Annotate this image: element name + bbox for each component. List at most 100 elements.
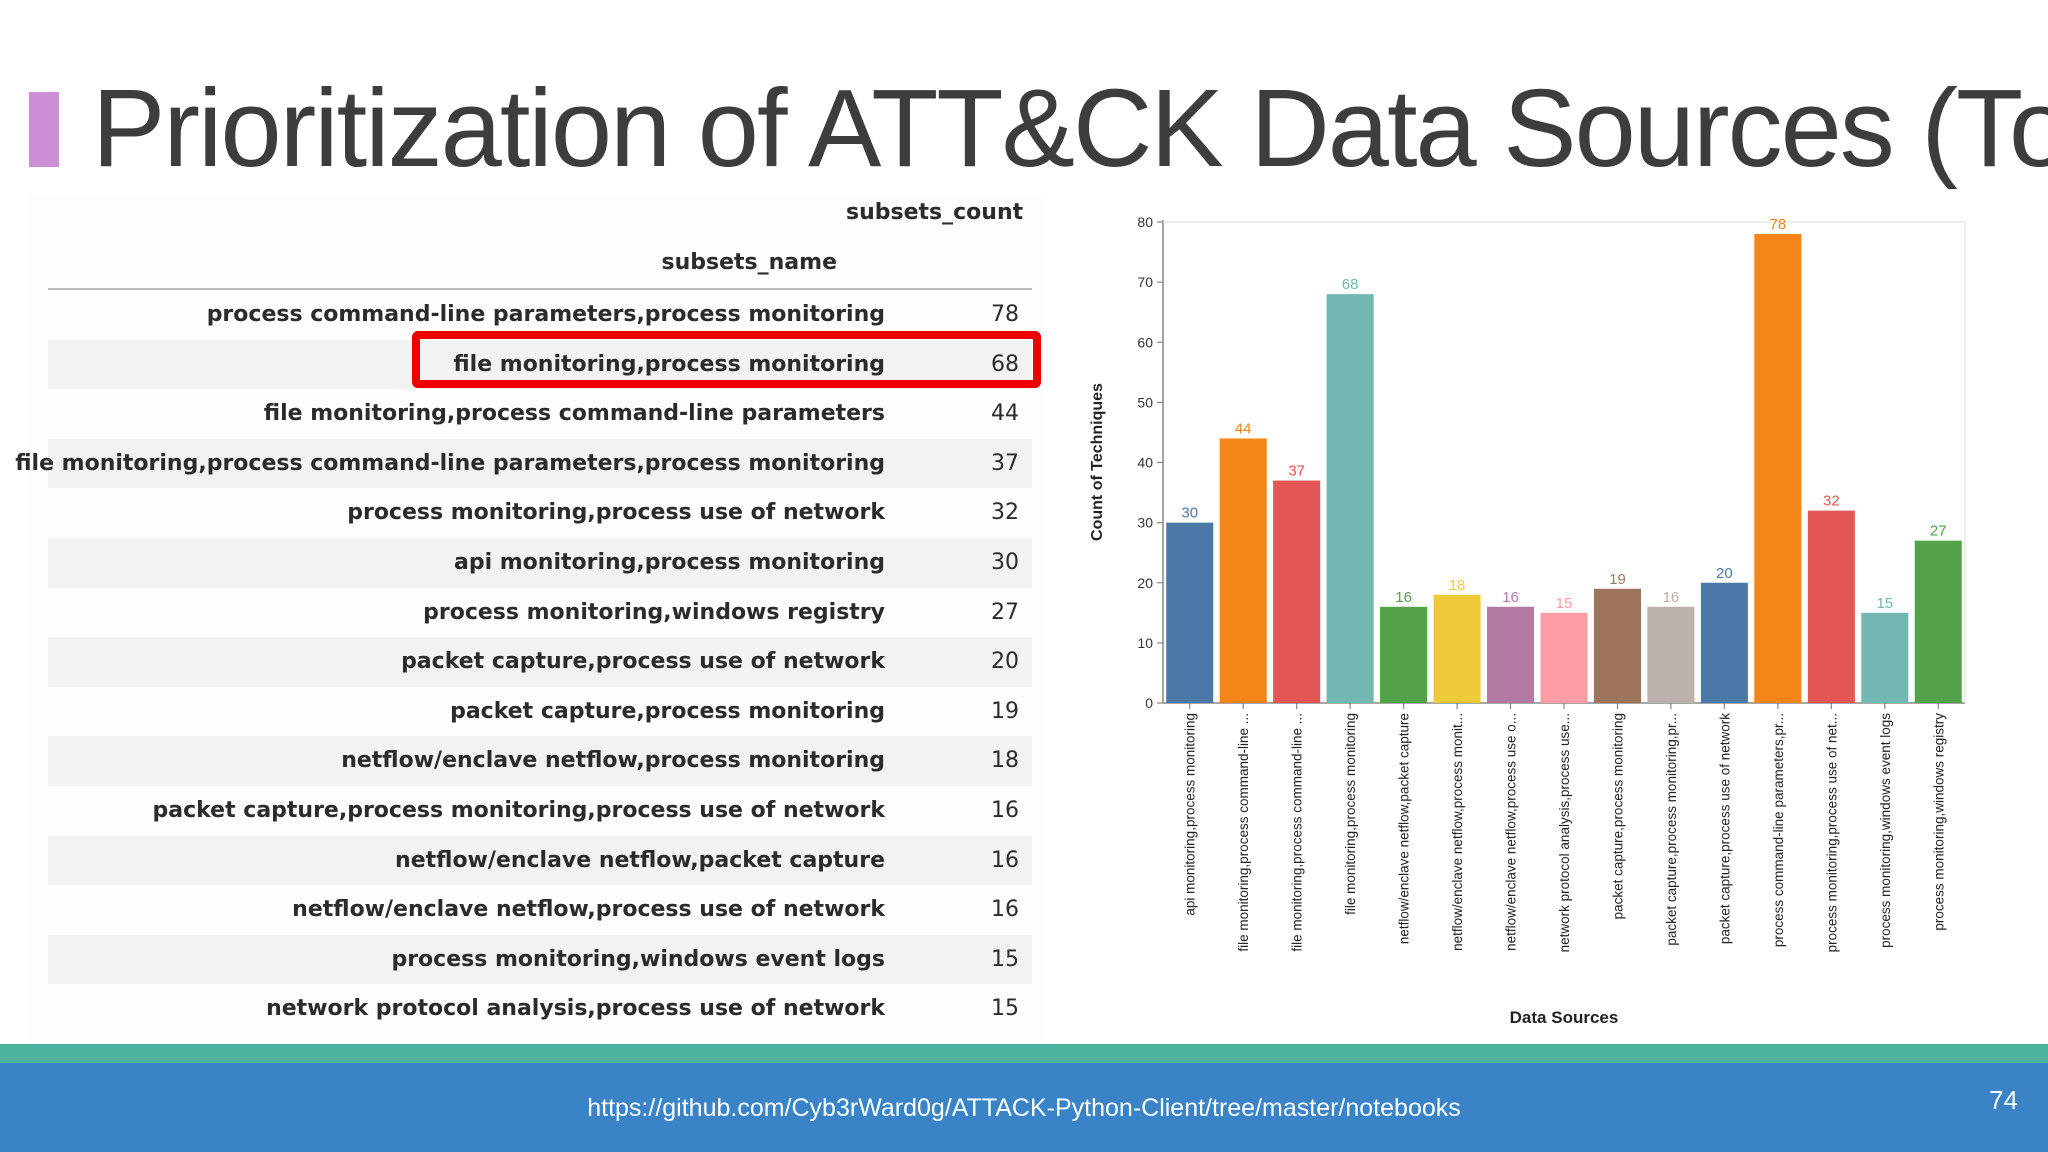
bar-value-label: 15 xyxy=(1876,595,1893,612)
page-number: 74 xyxy=(1989,1085,2018,1115)
y-tick-label: 0 xyxy=(1145,695,1153,711)
slide-title: Prioritization of ATT&CK Data Sources (T… xyxy=(92,67,2048,190)
x-tick-label: packet capture,process monitoring,pr... xyxy=(1664,713,1679,946)
x-tick-label: netflow/enclave netflow,packet capture xyxy=(1397,713,1412,944)
row-name: process monitoring,windows registry xyxy=(423,599,885,625)
table-row: packet capture,process monitoring,proces… xyxy=(48,786,1032,836)
bar xyxy=(1540,612,1588,703)
footer-accent-strip xyxy=(0,1044,2048,1063)
y-tick-label: 80 xyxy=(1137,214,1153,230)
bar xyxy=(1433,594,1481,703)
bar xyxy=(1754,234,1802,703)
row-count: 16 xyxy=(991,847,1019,873)
row-name: process command-line parameters,process … xyxy=(206,302,885,327)
row-count: 37 xyxy=(991,450,1019,476)
row-count: 32 xyxy=(991,500,1019,526)
x-tick-label: api monitoring,process monitoring xyxy=(1183,713,1198,916)
bar xyxy=(1380,606,1428,703)
y-tick-label: 70 xyxy=(1137,274,1153,290)
x-tick-label: netflow/enclave netflow,process monit... xyxy=(1450,713,1465,951)
row-name: file monitoring,process command-line par… xyxy=(263,401,885,427)
source-url[interactable]: https://github.com/Cyb3rWard0g/ATTACK-Py… xyxy=(587,1094,1461,1122)
table-row: api monitoring,process monitoring 30 xyxy=(48,537,1032,588)
row-name: netflow/enclave netflow,process monitori… xyxy=(341,748,885,774)
bar-value-label: 15 xyxy=(1556,595,1573,612)
row-name: process monitoring,windows event logs xyxy=(391,946,885,972)
row-count: 15 xyxy=(991,996,1019,1022)
bar-value-label: 16 xyxy=(1502,589,1519,606)
x-tick-label: packet capture,process monitoring xyxy=(1610,713,1625,919)
bar xyxy=(1273,480,1321,703)
index-header-name: subsets_name xyxy=(661,250,837,275)
x-tick-label: process command-line parameters,pr... xyxy=(1771,713,1786,947)
footer-bar xyxy=(0,1063,2048,1152)
bar-value-label: 18 xyxy=(1449,577,1466,594)
row-count: 16 xyxy=(991,797,1019,823)
x-tick-label: file monitoring,process command-line ... xyxy=(1236,713,1251,952)
x-tick-label: file monitoring,process monitoring xyxy=(1343,713,1358,915)
x-axis-title: Data Sources xyxy=(1510,1008,1619,1027)
row-count: 15 xyxy=(991,946,1019,972)
y-tick-label: 10 xyxy=(1137,635,1153,651)
bar xyxy=(1326,294,1374,703)
table-row: file monitoring,process command-line par… xyxy=(48,389,1032,439)
row-count: 27 xyxy=(991,599,1019,625)
table-row: process monitoring,windows event logs 15 xyxy=(48,934,1032,985)
row-count: 18 xyxy=(991,748,1019,774)
bar-value-label: 68 xyxy=(1342,276,1359,293)
row-name: file monitoring,process monitoring xyxy=(453,351,885,377)
table-row: netflow/enclave netflow,process use of n… xyxy=(48,885,1032,935)
bar xyxy=(1807,510,1855,703)
x-tick-label: network protocol analysis,process use... xyxy=(1557,713,1572,952)
table-header-divider xyxy=(48,288,1032,290)
bar-value-label: 37 xyxy=(1288,463,1305,480)
row-name: file monitoring,process command-line par… xyxy=(15,450,885,476)
bar xyxy=(1861,612,1909,703)
row-name: api monitoring,process monitoring xyxy=(453,549,885,575)
bar-value-label: 16 xyxy=(1395,589,1412,606)
row-count: 68 xyxy=(991,351,1019,377)
row-count: 44 xyxy=(991,401,1019,427)
y-tick-label: 20 xyxy=(1137,575,1153,591)
bar-value-label: 30 xyxy=(1181,505,1198,522)
bar-value-label: 44 xyxy=(1235,420,1252,437)
column-header-count: subsets_count xyxy=(846,200,1024,225)
bar-value-label: 78 xyxy=(1770,216,1787,233)
bar-value-label: 19 xyxy=(1609,571,1626,588)
bar xyxy=(1593,588,1641,703)
bar xyxy=(1700,582,1748,703)
table-row: process monitoring,windows registry 27 xyxy=(48,588,1032,638)
title-accent-bar xyxy=(29,92,59,167)
y-tick-label: 50 xyxy=(1137,394,1153,410)
bar-chart: 0 10 20 30 40 50 60 70 80 30 api monitoring,proces… xyxy=(1089,214,1966,1027)
table-row: network protocol analysis,process use of… xyxy=(48,984,1032,1034)
row-count: 78 xyxy=(991,302,1019,327)
y-axis-title: Count of Techniques xyxy=(1089,383,1106,541)
row-name: packet capture,process monitoring,proces… xyxy=(152,797,886,823)
highlight-box xyxy=(412,331,1041,388)
bar xyxy=(1914,540,1962,703)
x-tick-label: packet capture,process use of network xyxy=(1717,713,1732,944)
y-tick-label: 30 xyxy=(1137,515,1153,531)
row-name: netflow/enclave netflow,packet capture xyxy=(395,847,885,873)
table-row: process command-line parameters,process … xyxy=(48,290,1032,340)
row-name: netflow/enclave netflow,process use of n… xyxy=(292,897,885,923)
row-count: 20 xyxy=(991,649,1019,675)
table-row: process monitoring,process use of networ… xyxy=(48,488,1032,538)
row-name: network protocol analysis,process use of… xyxy=(266,996,885,1022)
table-row: netflow/enclave netflow,process monitori… xyxy=(48,736,1032,786)
table-row: file monitoring,process command-line par… xyxy=(15,438,1032,489)
row-name: packet capture,process use of network xyxy=(401,649,885,675)
bar xyxy=(1219,438,1267,703)
bar-value-label: 27 xyxy=(1930,523,1947,540)
y-tick-label: 60 xyxy=(1137,334,1153,350)
x-tick-label: file monitoring,process command-line ... xyxy=(1290,713,1305,952)
bar xyxy=(1487,606,1535,703)
x-tick-label: netflow/enclave netflow,process use o... xyxy=(1504,713,1519,951)
table-row: netflow/enclave netflow,packet capture 16 xyxy=(48,835,1032,886)
row-name: process monitoring,process use of networ… xyxy=(347,500,885,526)
row-name: packet capture,process monitoring xyxy=(450,698,885,724)
bar-value-label: 32 xyxy=(1823,493,1840,510)
row-count: 19 xyxy=(991,698,1019,724)
x-tick-label: process monitoring,windows event logs xyxy=(1878,713,1893,948)
